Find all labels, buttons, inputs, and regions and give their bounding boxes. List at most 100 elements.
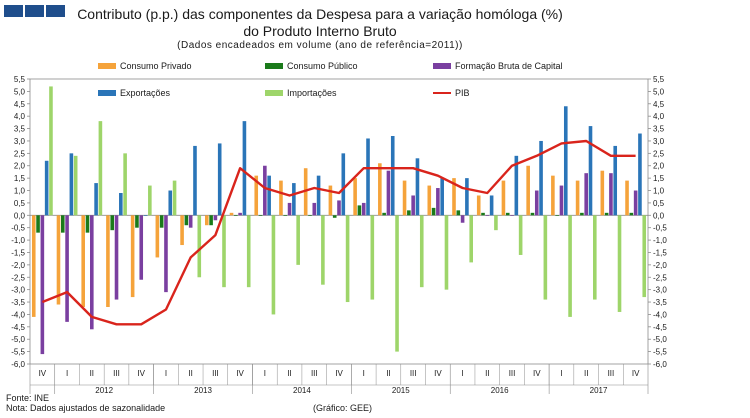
y-tick-label-left: -0,5 [11,224,25,233]
bar-consumo-privado [229,212,234,216]
bar-importacoes [395,215,399,352]
y-tick-label-left: 2,5 [14,149,26,158]
y-tick-label-left: -4,0 [11,310,25,319]
bar-formacao-bruta-de-capital [139,215,144,280]
y-tick-label-left: -3,0 [11,286,25,295]
bar-importacoes [321,215,325,285]
bar-formacao-bruta-de-capital [337,200,341,216]
line-pib [41,139,636,326]
bar-importacoes [642,215,647,298]
bar-exportacoes [69,153,74,216]
legend-swatch-fbcf [433,63,451,69]
bar-formacao-bruta-de-capital [510,215,514,216]
bar-consumo-privado [155,215,160,258]
bar-consumo-publico [184,215,189,226]
bar-formacao-bruta-de-capital [65,215,69,322]
y-tick-label-right: -4,0 [653,310,667,319]
bar-consumo-publico [357,205,362,216]
header-square-3 [46,5,65,17]
bar-formacao-bruta-de-capital [584,173,588,216]
y-tick-label-right: 2,5 [653,149,665,158]
y-tick-label-left: -5,0 [11,335,25,344]
year-label: 2013 [194,386,212,395]
x-tick-label: III [212,369,219,378]
y-tick-label-right: -2,5 [653,273,667,282]
bar-consumo-privado [254,175,259,216]
plot-area-border [29,78,649,365]
legend-label-consumo-publico: Consumo Público [287,61,358,71]
footer-source: Fonte: INE [6,393,50,403]
legend-label-exportacoes: Exportações [120,88,171,98]
chart-title-line-1: Contributo (p.p.) das componentes da Des… [77,6,563,22]
y-tick-label-left: 5,5 [14,75,26,84]
bar-consumo-publico [481,212,485,216]
year-label: 2017 [590,386,608,395]
bar-consumo-publico [382,212,386,216]
y-tick-label-left: -4,5 [11,323,25,332]
bar-importacoes [568,215,572,317]
y-tick-label-left: 5,0 [14,87,26,96]
y-tick-label-right: -1,0 [653,236,667,245]
y-tick-label-left: 4,5 [14,100,26,109]
bar-consumo-publico [209,215,213,226]
legend-swatch-exportacoes [98,90,116,96]
year-label: 2015 [392,386,410,395]
bar-importacoes [345,215,350,303]
chart-title-line-2: do Produto Interno Bruto [243,23,397,39]
bar-exportacoes [366,138,370,216]
bar-consumo-privado [353,178,357,216]
bar-formacao-bruta-de-capital [90,215,94,330]
bar-consumo-publico [234,215,238,216]
legend-swatch-importacoes [265,90,283,96]
bar-formacao-bruta-de-capital [436,188,440,216]
y-tick-label-left: -1,0 [11,236,25,245]
chart-title: Contributo (p.p.) das componentes da Des… [40,6,600,40]
bar-formacao-bruta-de-capital [559,185,564,216]
legend-label-importacoes: Importações [287,88,337,98]
bar-exportacoes [292,183,296,216]
header-square-1 [4,5,23,17]
y-tick-label-right: 0,5 [653,199,665,208]
bar-consumo-privado [427,185,432,216]
bar-exportacoes [465,178,469,216]
bar-formacao-bruta-de-capital [609,173,613,216]
legend-label-pib: PIB [455,88,470,98]
x-tick-label: II [287,369,291,378]
y-tick-label-left: -2,5 [11,273,25,282]
y-tick-label-right: 5,5 [653,75,665,84]
bar-formacao-bruta-de-capital [633,190,638,216]
bar-importacoes [494,215,498,231]
y-tick-label-right: 4,0 [653,112,665,121]
bar-consumo-publico [308,215,312,216]
bar-consumo-publico [85,215,90,233]
x-tick-label: II [386,369,390,378]
legend-swatch-pib [433,92,451,94]
y-tick-label-right: -6,0 [653,360,667,369]
bar-consumo-privado [452,178,456,216]
bar-exportacoes [242,121,247,216]
y-tick-label-left: 0,5 [14,199,26,208]
bar-consumo-publico [530,212,535,216]
bar-exportacoes [613,145,618,216]
y-tick-label-right: -0,5 [653,224,667,233]
bar-formacao-bruta-de-capital [534,190,539,216]
bar-importacoes [73,155,78,216]
x-tick-label: IV [632,369,640,378]
y-tick-label-right: 4,5 [653,100,665,109]
x-tick-label: I [264,369,266,378]
y-tick-label-right: -3,0 [653,286,667,295]
x-tick-label: I [66,369,68,378]
bar-exportacoes [316,175,321,216]
y-tick-label-right: 0,0 [653,211,665,220]
bar-exportacoes [539,140,543,216]
y-tick-label-right: 1,0 [653,187,665,196]
bar-importacoes [593,215,597,300]
chart-subtitle: (Dados encadeados em volume (ano de refe… [177,40,463,51]
bar-formacao-bruta-de-capital [213,215,218,221]
bar-consumo-publico [629,212,634,216]
x-tick-label: III [608,369,615,378]
year-label: 2014 [293,386,311,395]
bar-consumo-publico [604,212,609,216]
y-tick-label-left: -5,5 [11,348,25,357]
